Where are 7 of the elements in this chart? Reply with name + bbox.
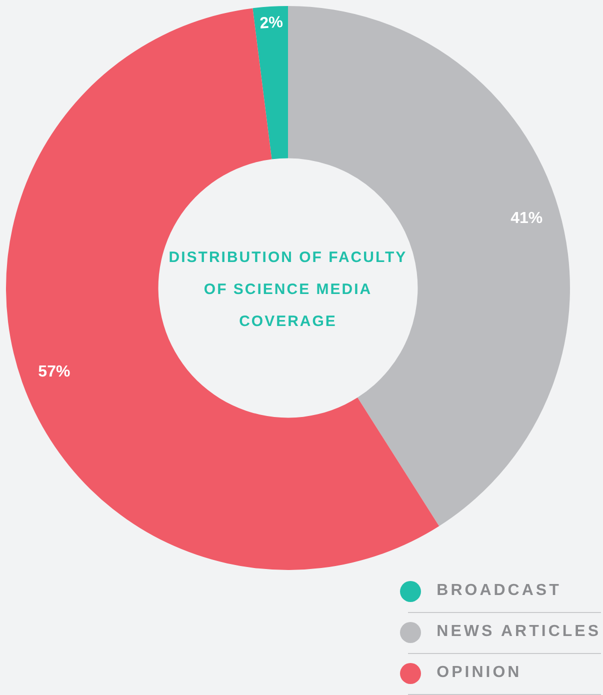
legend-label: BROADCAST (436, 582, 562, 600)
legend-label: NEWS ARTICLES (436, 623, 601, 641)
data-label: 57% (38, 364, 70, 381)
legend-label: OPINION (436, 664, 522, 682)
data-label: 2% (259, 14, 284, 32)
text: DISTRIBUTION OF FACULTY OF SCIENCE MEDIA COVERAGE (168, 248, 408, 332)
data-label: 41% (510, 210, 543, 228)
